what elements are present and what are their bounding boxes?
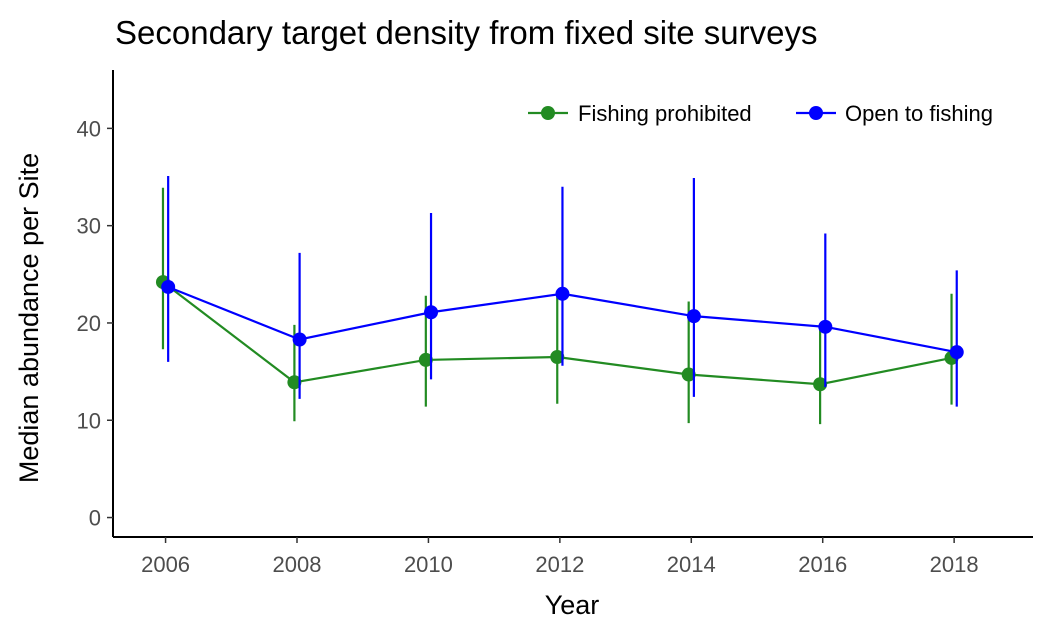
x-tick-label: 2006 [141, 552, 190, 577]
legend-label: Fishing prohibited [578, 101, 752, 126]
data-point [424, 305, 439, 320]
x-tick-label: 2018 [930, 552, 979, 577]
y-tick-label: 40 [77, 116, 101, 141]
data-point [686, 309, 701, 324]
data-point [550, 350, 565, 365]
data-point [292, 332, 307, 347]
data-point [681, 367, 696, 382]
series-fishing-prohibited [155, 187, 959, 425]
y-axis-title: Median abundance per Site [14, 153, 44, 483]
data-point [555, 286, 570, 301]
data-point [418, 352, 433, 367]
data-point [287, 375, 302, 390]
x-axis-title: Year [545, 590, 600, 620]
data-point [949, 345, 964, 360]
y-tick-label: 0 [89, 506, 101, 531]
legend: Fishing prohibited Open to fishing [528, 101, 993, 126]
legend-label: Open to fishing [845, 101, 993, 126]
data-point [813, 377, 828, 392]
legend-marker [809, 106, 823, 120]
legend-item-open-to-fishing: Open to fishing [796, 101, 993, 126]
x-tick-label: 2014 [667, 552, 716, 577]
series-open-to-fishing [161, 176, 964, 407]
x-tick-label: 2016 [798, 552, 847, 577]
data-point [818, 319, 833, 334]
y-tick-label: 30 [77, 214, 101, 239]
y-tick-label: 20 [77, 311, 101, 336]
chart-title: Secondary target density from fixed site… [115, 14, 817, 51]
data-point [161, 279, 176, 294]
x-tick-label: 2012 [535, 552, 584, 577]
x-tick-label: 2010 [404, 552, 453, 577]
y-tick-label: 10 [77, 408, 101, 433]
legend-marker [541, 106, 555, 120]
series-layer [155, 176, 964, 425]
legend-item-fishing-prohibited: Fishing prohibited [528, 101, 752, 126]
axes: 0 10 20 30 40 2006 2008 2010 2012 2014 2016 2018 [77, 70, 1033, 577]
x-tick-label: 2008 [273, 552, 322, 577]
